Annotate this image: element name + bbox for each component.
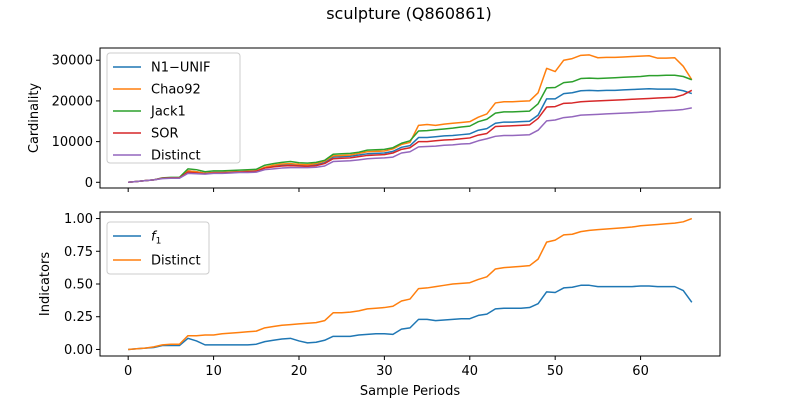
y-axis-label: Cardinality [27, 83, 42, 154]
x-tick-label: 20 [291, 364, 308, 379]
y-tick-label: 0.75 [64, 245, 93, 260]
legend-box [106, 52, 241, 164]
series-line-0-4 [128, 107, 692, 184]
legend-label: Chao92 [151, 83, 201, 98]
x-axis-label: Sample Periods [360, 384, 460, 399]
legend-label: f1 [151, 230, 161, 247]
y-tick-label: 0 [85, 176, 93, 191]
x-tick-label: 0 [124, 364, 132, 379]
legend-box [106, 221, 210, 275]
plot-frame [99, 47, 721, 189]
legend-label: Distinct [151, 254, 201, 269]
y-axis-label: Indicators [38, 252, 53, 316]
series-line-1-0 [128, 284, 693, 351]
y-tick-label: 10000 [52, 135, 93, 150]
x-tick-label: 50 [547, 364, 564, 379]
y-tick-label: 20000 [52, 94, 93, 109]
legend-label: Distinct [151, 149, 201, 164]
x-tick-label: 40 [462, 364, 479, 379]
y-tick-label: 1.00 [64, 212, 93, 227]
legend: f1 Distinct [106, 221, 210, 275]
legend-label: SOR [151, 127, 179, 142]
legend-label: N1−UNIF [151, 61, 210, 76]
series-line-1-1 [128, 217, 693, 351]
series-line-0-2 [128, 74, 693, 184]
indicators-panel: 0.00 0.25 0.50 0.75 1.00 0 10 20 30 40 50 60 Indicat… [38, 211, 721, 399]
cardinality-panel: 0 10000 20000 30000 Cardinality N1−UNIF Chao92… [27, 47, 721, 192]
y-tick-label: 0.00 [64, 343, 93, 358]
y-tick-label: 0.25 [64, 310, 93, 325]
legend-label: Jack1 [150, 105, 186, 120]
x-tick-label: 30 [376, 364, 393, 379]
legend: N1−UNIF Chao92 Jack1 SOR Distinct [106, 52, 241, 164]
figure-title: sculpture (Q860861) [326, 4, 492, 23]
y-tick-label: 0.50 [64, 278, 93, 293]
x-tick-label: 10 [205, 364, 222, 379]
x-tick-label: 60 [632, 364, 649, 379]
y-tick-label: 30000 [52, 54, 93, 69]
